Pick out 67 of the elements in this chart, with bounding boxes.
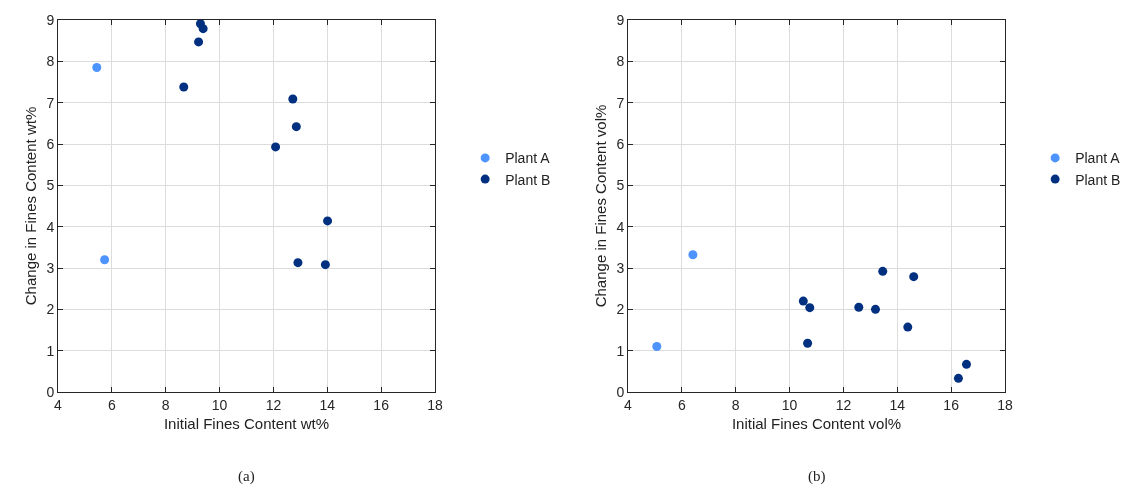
point	[903, 322, 913, 332]
y-tick-label: 2	[46, 301, 55, 318]
y-tick-label: 9	[616, 11, 625, 28]
point	[179, 82, 189, 92]
x-tick-label: 6	[677, 396, 686, 413]
x-tick-label: 16	[943, 396, 960, 413]
x-axis-title: Initial Fines Content vol%	[731, 414, 902, 432]
x-tick-label: 6	[107, 396, 116, 413]
y-tick-label: 3	[46, 259, 55, 276]
x-tick-label: 8	[161, 396, 170, 413]
y-axis-title: Change in Fines Content wt%	[21, 106, 39, 306]
y-tick-label: 7	[616, 94, 625, 111]
point	[688, 250, 698, 260]
y-tick-label: 5	[46, 177, 55, 194]
legend-label: Plant A	[505, 150, 551, 167]
point	[288, 94, 298, 104]
text: (a)	[238, 468, 255, 485]
y-tick-label: 5	[616, 177, 625, 194]
y-tick-label: 8	[616, 53, 625, 70]
point	[878, 266, 888, 276]
x-tick-label: 12	[835, 396, 852, 413]
point	[198, 24, 208, 34]
point	[798, 296, 808, 306]
point	[953, 373, 963, 383]
x-axis-title: Initial Fines Content wt%	[163, 414, 330, 432]
y-axis-title: Change in Fines Content vol%	[591, 104, 609, 308]
x-tick-label: 14	[319, 396, 336, 413]
y-tick-label: 0	[46, 383, 55, 400]
x-tick-label: 10	[781, 396, 798, 413]
y-tick-label: 1	[616, 342, 625, 359]
point	[803, 338, 813, 348]
x-tick-label: 18	[997, 396, 1013, 413]
point	[100, 255, 110, 265]
y-tick-label: 0	[616, 383, 625, 400]
x-tick-label: 18	[427, 396, 443, 413]
point	[194, 37, 204, 47]
y-tick-label: 9	[46, 11, 55, 28]
y-tick-label: 1	[46, 342, 55, 359]
x-tick-label: 8	[731, 396, 740, 413]
y-tick-label: 8	[46, 53, 55, 70]
text: (b)	[808, 468, 826, 485]
point	[961, 359, 971, 369]
x-tick-label: 14	[889, 396, 906, 413]
point	[854, 302, 864, 312]
legend-label: Plant A	[1075, 150, 1121, 167]
point	[323, 216, 333, 226]
point	[805, 303, 815, 313]
point	[293, 258, 303, 268]
y-tick-label: 4	[46, 218, 55, 235]
legend-label: Plant B	[505, 171, 551, 188]
y-tick-label: 2	[616, 301, 625, 318]
y-tick-label: 4	[616, 218, 625, 235]
y-tick-label: 6	[46, 135, 55, 152]
point	[271, 142, 281, 152]
point	[291, 122, 301, 132]
x-tick-label: 10	[211, 396, 228, 413]
point	[652, 342, 662, 352]
x-tick-label: 12	[265, 396, 282, 413]
point	[909, 272, 919, 282]
y-tick-label: 3	[616, 259, 625, 276]
x-tick-label: 16	[373, 396, 390, 413]
legend-label: Plant B	[1075, 171, 1121, 188]
point	[92, 63, 102, 73]
y-tick-label: 7	[46, 94, 55, 111]
point	[870, 304, 880, 314]
y-tick-label: 6	[616, 135, 625, 152]
point	[320, 260, 330, 270]
